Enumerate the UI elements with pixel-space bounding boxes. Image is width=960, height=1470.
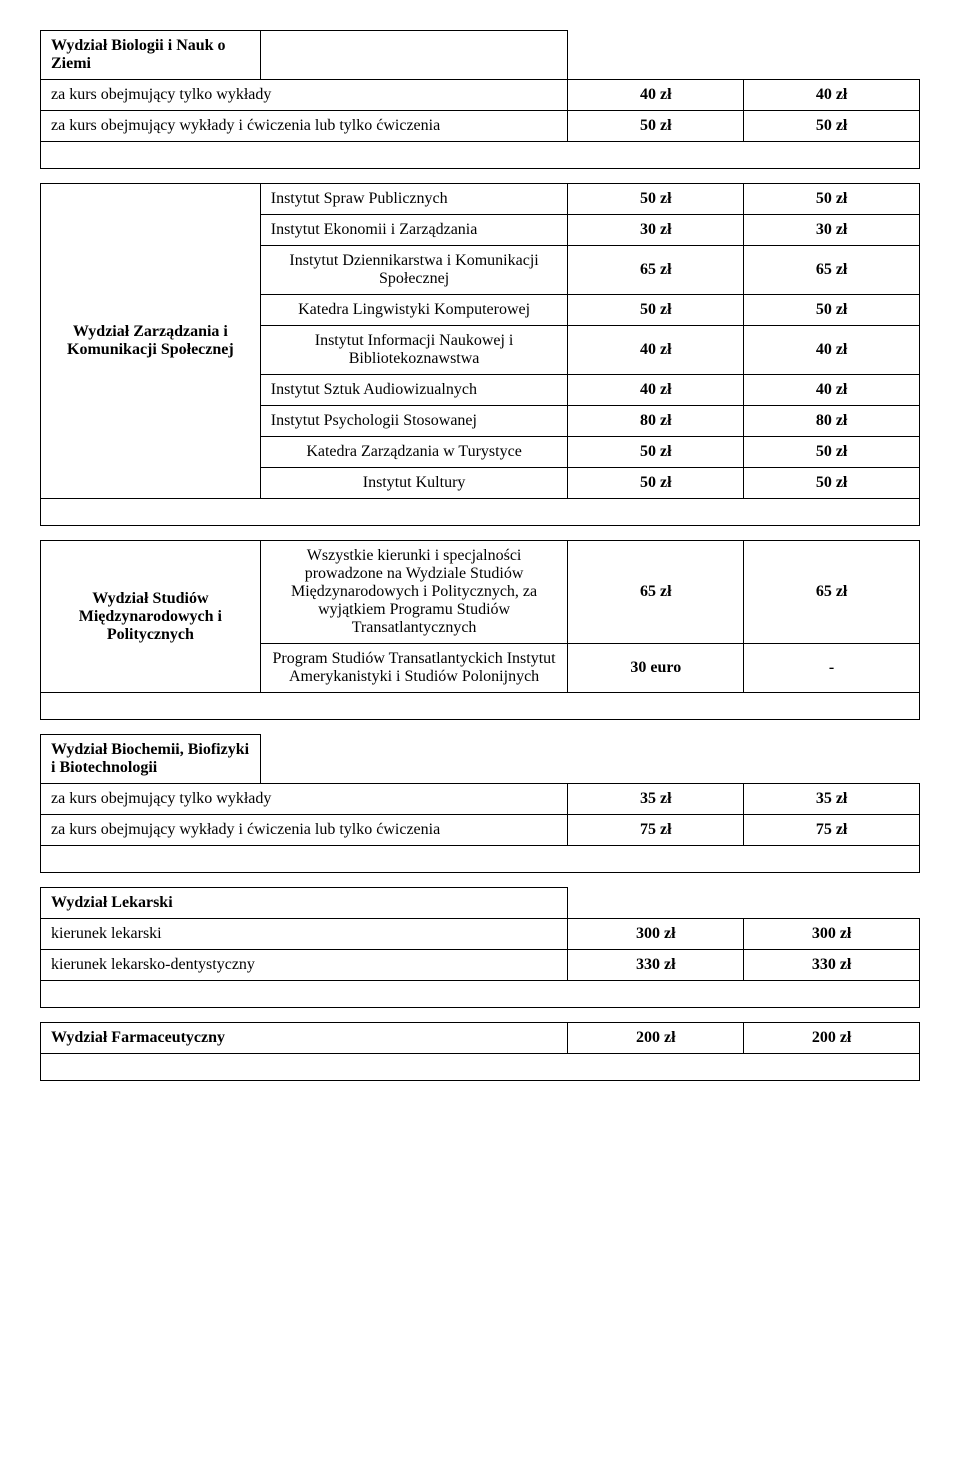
empty-cell — [260, 31, 568, 80]
spacer-row — [41, 499, 920, 526]
value-cell: 65 zł — [744, 541, 920, 644]
row-label: za kurs obejmujący wykłady i ćwiczenia l… — [41, 815, 568, 846]
value-cell: 50 zł — [744, 468, 920, 499]
empty-cell — [568, 735, 744, 784]
spacer-cell — [41, 499, 920, 526]
value-cell: 300 zł — [744, 919, 920, 950]
row-label: za kurs obejmujący wykłady i ćwiczenia l… — [41, 111, 568, 142]
value-cell: 30 euro — [568, 644, 744, 693]
row-label: Instytut Dziennikarstwa i Komunikacji Sp… — [260, 246, 568, 295]
spacer-cell — [41, 846, 920, 873]
table-studiow: Wydział Studiów Międzynarodowych i Polit… — [40, 540, 920, 720]
row-label: za kurs obejmujący tylko wykłady — [41, 784, 568, 815]
table-row: Wydział Zarządzania i Komunikacji Społec… — [41, 184, 920, 215]
row-label: Instytut Psychologii Stosowanej — [260, 406, 568, 437]
table-lekarski: Wydział Lekarski kierunek lekarski 300 z… — [40, 887, 920, 1008]
value-cell: 200 zł — [568, 1023, 744, 1054]
row-label: Program Studiów Transatlantyckich Instyt… — [260, 644, 568, 693]
value-cell: 50 zł — [744, 437, 920, 468]
section-title: Wydział Biochemii, Biofizyki i Biotechno… — [41, 735, 261, 784]
row-label: kierunek lekarsko-dentystyczny — [41, 950, 568, 981]
value-cell: 50 zł — [568, 111, 744, 142]
value-cell: 50 zł — [744, 111, 920, 142]
section-title: Wydział Farmaceutyczny — [41, 1023, 568, 1054]
value-cell: 200 zł — [744, 1023, 920, 1054]
table-row: Wydział Biochemii, Biofizyki i Biotechno… — [41, 735, 920, 784]
value-cell: 35 zł — [744, 784, 920, 815]
value-cell: 50 zł — [568, 184, 744, 215]
table-zarzadzania: Wydział Zarządzania i Komunikacji Społec… — [40, 183, 920, 526]
value-cell: 50 zł — [568, 468, 744, 499]
value-cell: 50 zł — [744, 184, 920, 215]
row-label: Instytut Spraw Publicznych — [260, 184, 568, 215]
empty-cell — [260, 735, 568, 784]
value-cell: 40 zł — [744, 326, 920, 375]
empty-cell — [744, 888, 920, 919]
value-cell: 330 zł — [568, 950, 744, 981]
section-title: Wydział Zarządzania i Komunikacji Społec… — [41, 184, 261, 499]
spacer-cell — [41, 981, 920, 1008]
value-cell: 75 zł — [744, 815, 920, 846]
row-label: Instytut Kultury — [260, 468, 568, 499]
value-cell: 40 zł — [568, 326, 744, 375]
row-label: Katedra Lingwistyki Komputerowej — [260, 295, 568, 326]
value-cell: 65 zł — [744, 246, 920, 295]
spacer-cell — [41, 693, 920, 720]
table-farmaceutyczny: Wydział Farmaceutyczny 200 zł 200 zł — [40, 1022, 920, 1081]
value-cell: - — [744, 644, 920, 693]
value-cell: 40 zł — [744, 375, 920, 406]
value-cell: 40 zł — [568, 80, 744, 111]
section-title: Wydział Lekarski — [41, 888, 568, 919]
table-row: Wydział Biologii i Nauk o Ziemi — [41, 31, 920, 80]
empty-cell — [568, 888, 744, 919]
table-row: Wydział Lekarski — [41, 888, 920, 919]
value-cell: 35 zł — [568, 784, 744, 815]
table-row: Wydział Studiów Międzynarodowych i Polit… — [41, 541, 920, 644]
row-label: Wszystkie kierunki i specjalności prowad… — [260, 541, 568, 644]
table-biochem: Wydział Biochemii, Biofizyki i Biotechno… — [40, 734, 920, 873]
empty-cell — [568, 31, 744, 80]
value-cell: 40 zł — [744, 80, 920, 111]
value-cell: 75 zł — [568, 815, 744, 846]
row-label: za kurs obejmujący tylko wykłady — [41, 80, 568, 111]
empty-cell — [744, 735, 920, 784]
row-label: Instytut Ekonomii i Zarządzania — [260, 215, 568, 246]
value-cell: 80 zł — [744, 406, 920, 437]
page: Wydział Biologii i Nauk o Ziemi za kurs … — [0, 0, 960, 1125]
section-title: Wydział Biologii i Nauk o Ziemi — [41, 31, 261, 80]
table-row: za kurs obejmujący wykłady i ćwiczenia l… — [41, 111, 920, 142]
row-label: Instytut Sztuk Audiowizualnych — [260, 375, 568, 406]
value-cell: 50 zł — [568, 437, 744, 468]
value-cell: 65 zł — [568, 541, 744, 644]
value-cell: 300 zł — [568, 919, 744, 950]
spacer-cell — [41, 1054, 920, 1081]
empty-cell — [744, 31, 920, 80]
spacer-row — [41, 846, 920, 873]
value-cell: 50 zł — [744, 295, 920, 326]
table-row: za kurs obejmujący tylko wykłady 35 zł 3… — [41, 784, 920, 815]
table-row: Wydział Farmaceutyczny 200 zł 200 zł — [41, 1023, 920, 1054]
table-row: kierunek lekarsko-dentystyczny 330 zł 33… — [41, 950, 920, 981]
table-row: za kurs obejmujący tylko wykłady 40 zł 4… — [41, 80, 920, 111]
row-label: kierunek lekarski — [41, 919, 568, 950]
value-cell: 30 zł — [744, 215, 920, 246]
value-cell: 330 zł — [744, 950, 920, 981]
row-label: Instytut Informacji Naukowej i Bibliotek… — [260, 326, 568, 375]
spacer-row — [41, 1054, 920, 1081]
spacer-row — [41, 693, 920, 720]
value-cell: 80 zł — [568, 406, 744, 437]
value-cell: 50 zł — [568, 295, 744, 326]
value-cell: 30 zł — [568, 215, 744, 246]
section-title: Wydział Studiów Międzynarodowych i Polit… — [41, 541, 261, 693]
spacer-row — [41, 142, 920, 169]
table-row: kierunek lekarski 300 zł 300 zł — [41, 919, 920, 950]
value-cell: 40 zł — [568, 375, 744, 406]
value-cell: 65 zł — [568, 246, 744, 295]
table-biologii: Wydział Biologii i Nauk o Ziemi za kurs … — [40, 30, 920, 169]
spacer-cell — [41, 142, 920, 169]
spacer-row — [41, 981, 920, 1008]
table-row: za kurs obejmujący wykłady i ćwiczenia l… — [41, 815, 920, 846]
row-label: Katedra Zarządzania w Turystyce — [260, 437, 568, 468]
